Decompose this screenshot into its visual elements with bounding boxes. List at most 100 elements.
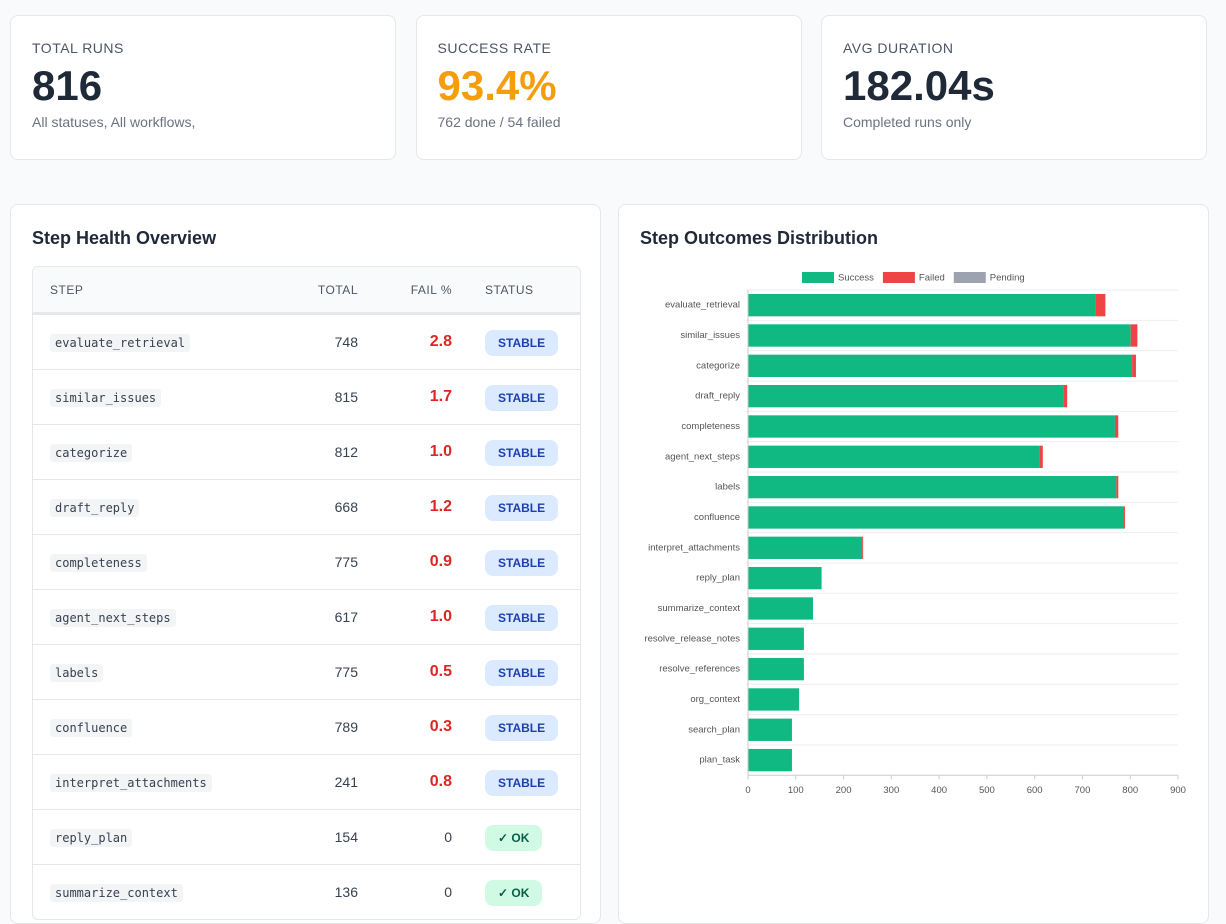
legend-label: Pending [990, 273, 1025, 284]
bar-segment [1063, 384, 1068, 408]
legend-label: Success [838, 273, 874, 284]
cell: ✓ OK [452, 825, 543, 851]
bar-segment [748, 536, 863, 559]
cell: confluence [33, 719, 260, 737]
cell: completeness [33, 554, 260, 572]
cell: evaluate_retrieval [33, 334, 260, 352]
column-header: STATUS [485, 282, 534, 297]
kpi-subtitle: 762 done / 54 failed [437, 114, 561, 130]
cell: similar_issues [33, 389, 260, 407]
fail-cell: 0 [444, 829, 452, 845]
table-row: reply_plan 154 0 ✓ OK [33, 809, 580, 864]
total-cell: 775 [334, 664, 358, 680]
bar-segment [1132, 354, 1136, 377]
bar-segment [748, 627, 804, 650]
x-tick-label: 500 [979, 785, 995, 796]
legend-label: Failed [919, 273, 945, 284]
bar-segment [748, 475, 1117, 499]
x-tick-label: 0 [745, 785, 750, 796]
bar-segment [1114, 415, 1119, 438]
status-badge: ✓ OK [485, 880, 543, 906]
step-name: confluence [50, 719, 133, 737]
bar-segment [748, 445, 1040, 468]
bar-segment [1095, 294, 1106, 317]
fail-cell: 1.0 [429, 443, 452, 460]
kpi-title: TOTAL RUNS [32, 40, 124, 56]
y-tick-label: reply_plan [696, 573, 740, 584]
table-row: draft_reply 668 1.2 STABLE [33, 479, 580, 534]
total-cell: 154 [334, 829, 358, 845]
bar-segment [748, 688, 800, 711]
x-tick-label: 200 [836, 785, 852, 796]
status-badge: STABLE [485, 550, 559, 576]
step-name: categorize [50, 444, 133, 462]
kpi-subtitle: All statuses, All workflows, [32, 114, 196, 130]
bar-segment [748, 354, 1133, 377]
kpi-card: AVG DURATION 182.04s Completed runs only [821, 15, 1207, 160]
status-badge: STABLE [485, 495, 559, 521]
bar-segment [748, 657, 804, 681]
y-tick-label: org_context [690, 694, 740, 705]
bar-segment [748, 597, 813, 620]
total-cell: 789 [334, 719, 358, 735]
step-name: completeness [50, 554, 147, 572]
y-tick-label: completeness [681, 421, 740, 432]
total-cell: 241 [334, 774, 358, 790]
status-badge: STABLE [485, 715, 559, 741]
x-tick-label: 600 [1027, 785, 1043, 796]
step-name: similar_issues [50, 389, 162, 407]
y-tick-label: similar_issues [680, 330, 740, 341]
total-cell: 668 [334, 499, 358, 515]
table-row: categorize 812 1.0 STABLE [33, 424, 580, 479]
legend-swatch [882, 272, 915, 283]
cell: STABLE [452, 330, 559, 356]
cell: STABLE [452, 715, 559, 741]
bar-segment [748, 294, 1096, 317]
y-tick-label: categorize [696, 360, 740, 371]
cell: agent_next_steps [33, 609, 260, 627]
status-badge: STABLE [485, 660, 559, 686]
step-name: labels [50, 664, 104, 682]
legend-swatch [802, 272, 834, 283]
kpi-title: AVG DURATION [843, 40, 954, 56]
step-name: summarize_context [50, 884, 183, 902]
bar-segment [748, 384, 1064, 408]
kpi-value: 816 [32, 62, 103, 109]
y-tick-label: interpret_attachments [648, 542, 740, 553]
step-name: reply_plan [50, 829, 133, 847]
y-tick-label: plan_task [699, 755, 740, 766]
x-tick-label: 300 [883, 785, 899, 796]
kpi-value: 93.4% [437, 62, 557, 109]
cell: STABLE [452, 385, 559, 411]
total-cell: 136 [334, 884, 358, 900]
step-name: draft_reply [50, 499, 140, 517]
cell: ✓ OK [452, 880, 543, 906]
cell: STABLE [452, 660, 559, 686]
y-tick-label: labels [715, 482, 740, 493]
y-tick-label: evaluate_retrieval [665, 300, 740, 311]
x-tick-label: 400 [931, 785, 947, 796]
total-cell: 617 [334, 609, 358, 625]
table-row: agent_next_steps 617 1.0 STABLE [33, 589, 580, 644]
cell: summarize_context [33, 884, 260, 902]
status-badge: STABLE [485, 330, 559, 356]
cell: categorize [33, 444, 260, 462]
bar-segment [1130, 324, 1138, 347]
bar-segment [1039, 445, 1043, 468]
y-tick-label: confluence [694, 512, 740, 523]
chart: Success Failed Pending evaluate_retrievalsi… [644, 272, 1186, 796]
cell: interpret_attachments [33, 774, 260, 792]
table-row: interpret_attachments 241 0.8 STABLE [33, 754, 580, 809]
column-header: TOTAL [317, 282, 358, 297]
chart-title: Step Outcomes Distribution [640, 228, 879, 248]
bar-segment [1116, 475, 1119, 499]
cell: STABLE [452, 440, 559, 466]
fail-cell: 1.7 [429, 388, 452, 405]
bar-segment [748, 506, 1125, 529]
total-cell: 812 [334, 444, 358, 460]
table-header: STEP TOTAL FAIL % STATUS [33, 267, 580, 314]
kpi-subtitle: Completed runs only [843, 114, 972, 130]
legend-swatch [953, 272, 986, 283]
fail-cell: 0.5 [429, 663, 452, 680]
